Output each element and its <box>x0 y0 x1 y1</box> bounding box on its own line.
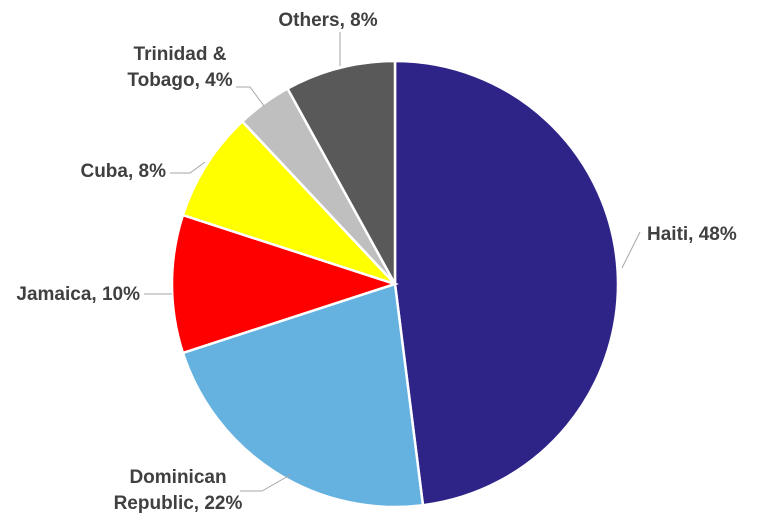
slice-label-trinidad-and-tobago: Trinidad & Tobago, 4% <box>127 44 232 91</box>
pie-slice-others <box>285 59 397 285</box>
leader-line-trinidad-and-tobago <box>236 86 265 107</box>
pie-slice-jamaica <box>170 213 400 355</box>
pie-slice-haiti <box>393 59 620 507</box>
slice-label-dominican-republic: Dominican Republic, 22% <box>114 467 243 514</box>
pie-slice-cuba <box>181 119 396 286</box>
slice-label-haiti: Haiti, 48% <box>647 224 737 245</box>
slice-label-cuba: Cuba, 8% <box>80 161 166 182</box>
slice-label-others: Others, 8% <box>278 10 377 31</box>
slice-labels: Haiti, 48% Dominican Republic, 22% Jamaica,… <box>16 10 736 514</box>
pie-slice-dominican-republic <box>181 282 425 509</box>
leader-line-dominican-republic <box>240 474 291 492</box>
pie-slices <box>170 59 620 509</box>
leader-lines <box>144 32 641 492</box>
leader-line-cuba <box>170 161 206 174</box>
slice-label-jamaica: Jamaica, 10% <box>16 284 140 305</box>
leader-line-haiti <box>621 231 641 269</box>
